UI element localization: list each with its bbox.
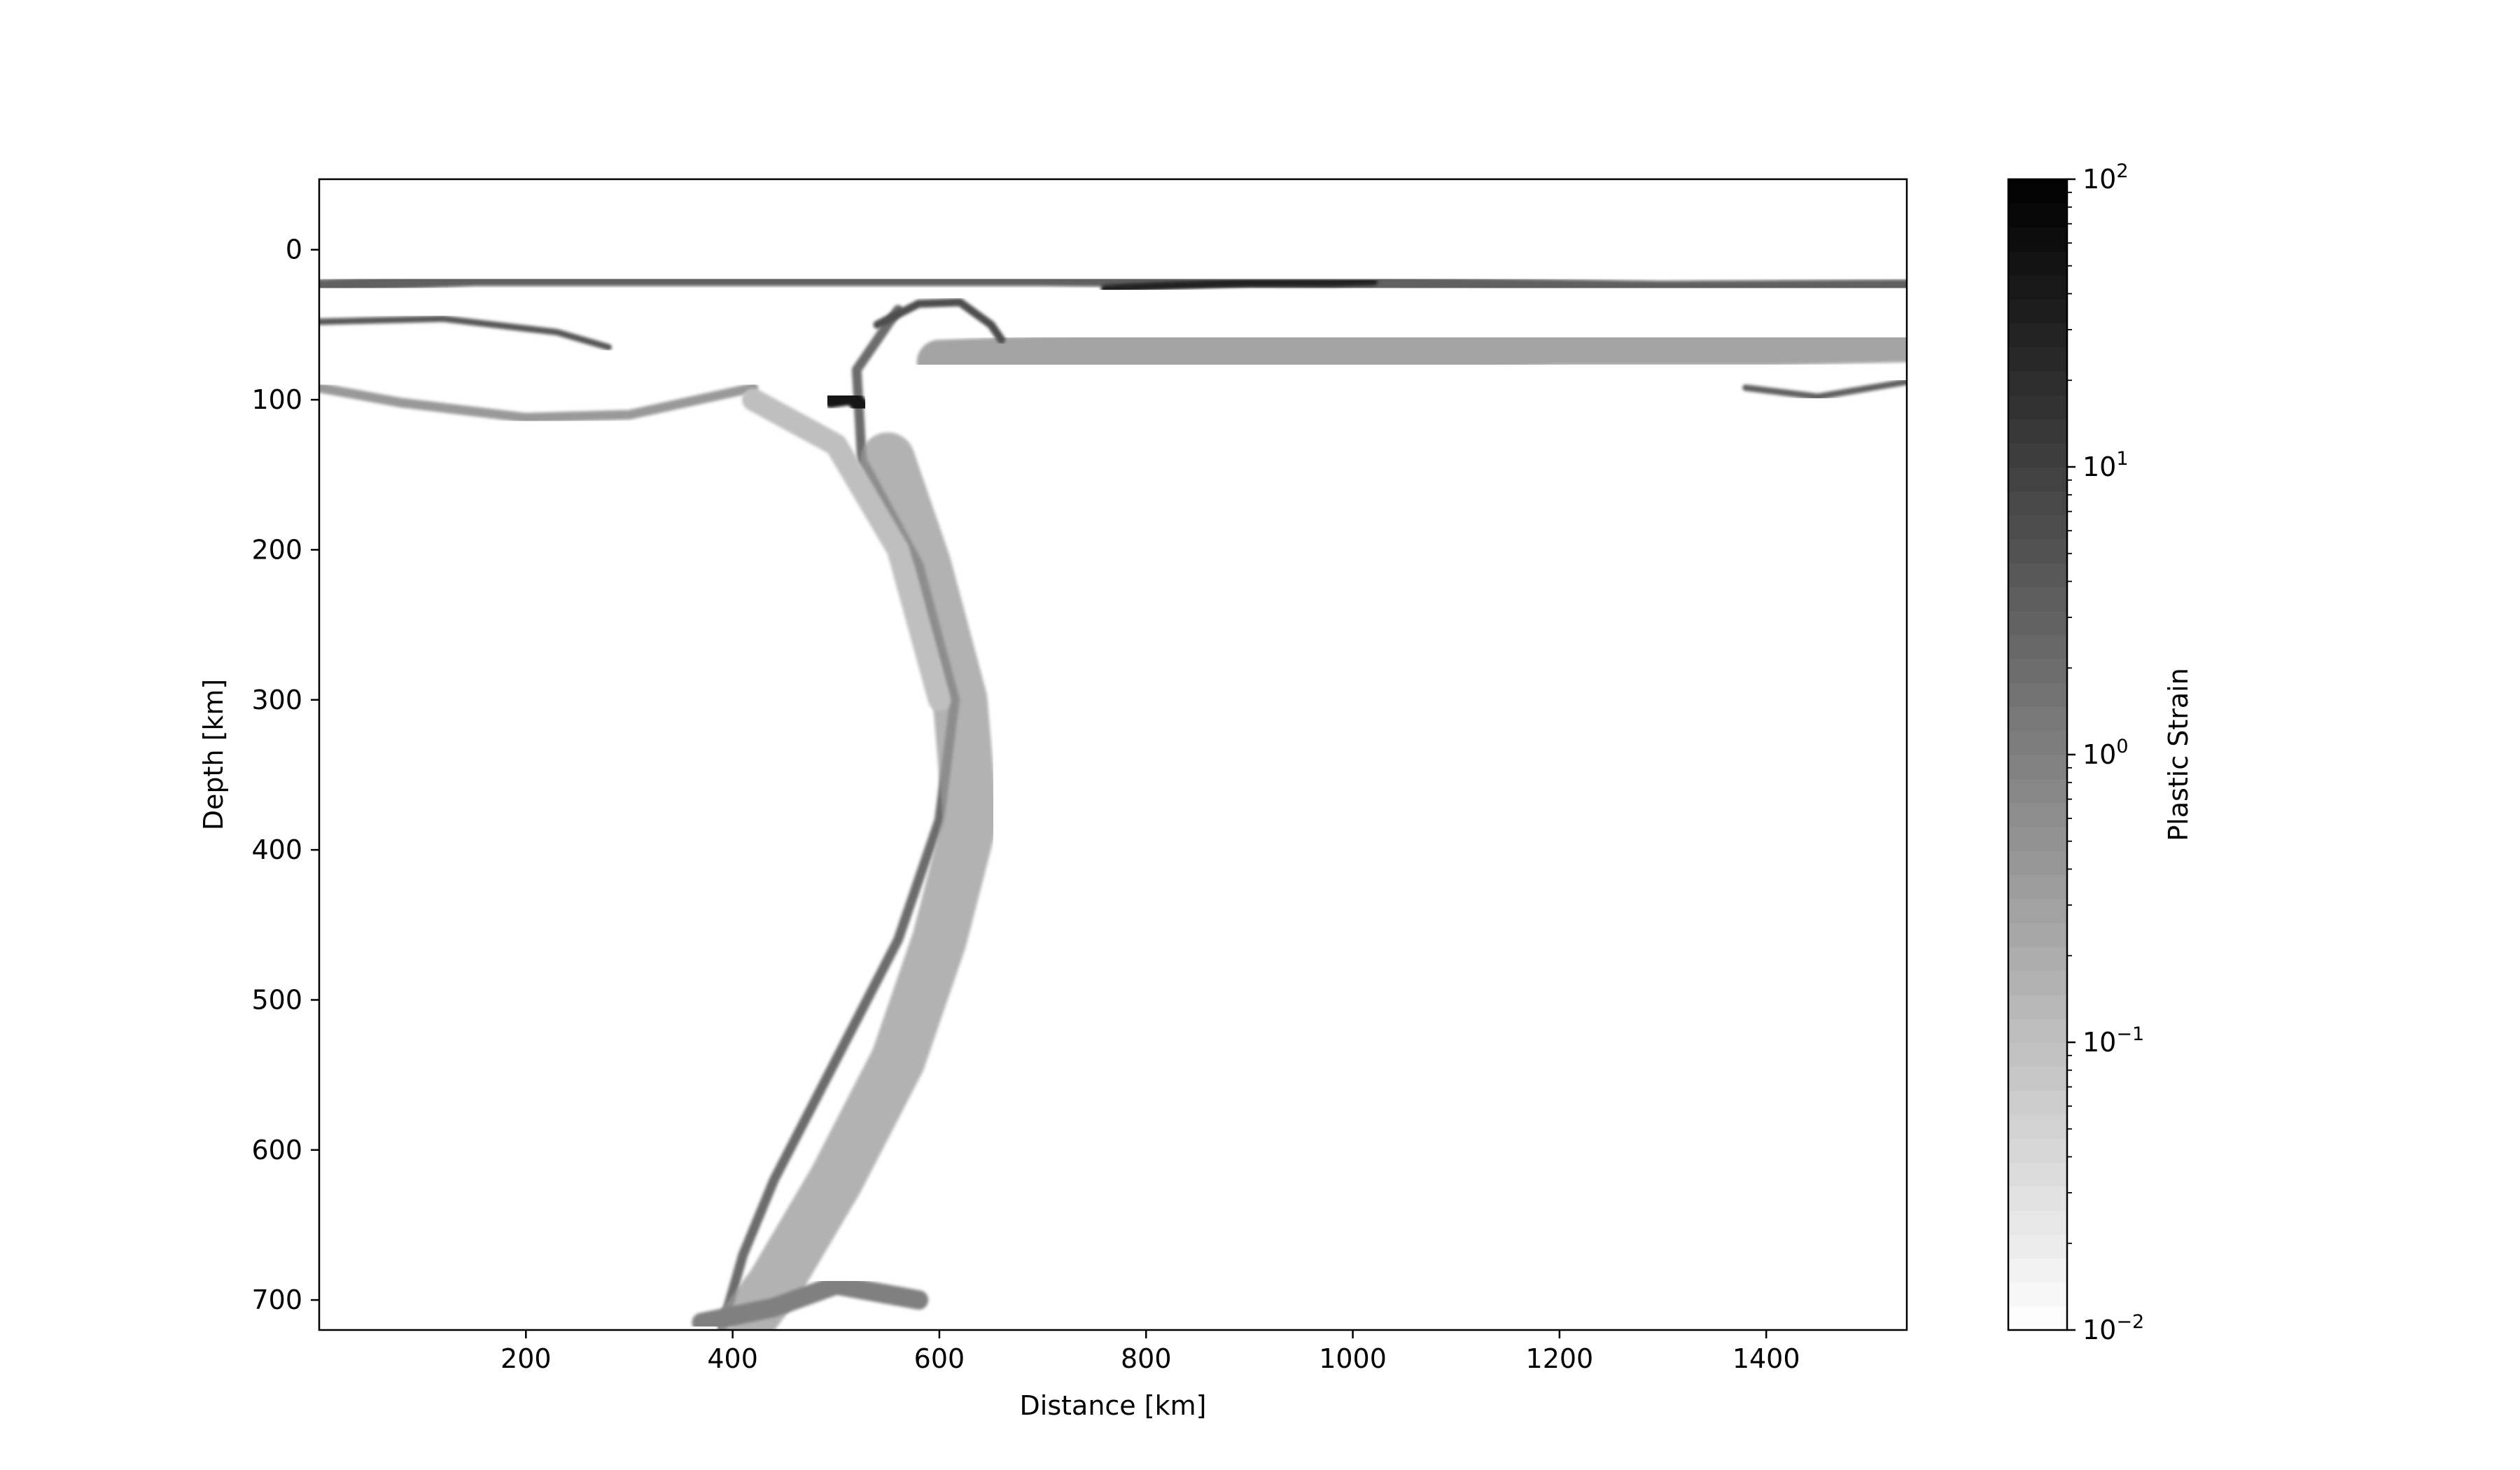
colorbar-band [2008,1066,2067,1091]
colorbar-band [2008,659,2067,683]
strain-feature-12 [873,298,1006,344]
x-tick-label: 200 [500,1343,552,1374]
colorbar-band [2008,755,2067,779]
colorbar-band [2008,1186,2067,1211]
y-tick-label: 0 [286,234,302,265]
colorbar-band [2008,1114,2067,1139]
y-tick-label: 600 [251,1135,302,1166]
colorbar-band [2008,538,2067,564]
colorbar-band [2008,706,2067,732]
x-tick-label: 1000 [1319,1343,1387,1374]
strain-feature-5 [1100,277,1378,293]
colorbar-band [2008,1018,2067,1043]
x-tick-label: 1400 [1732,1343,1800,1374]
y-tick-label: 100 [251,384,302,415]
y-axis-label: Depth [km] [198,679,229,831]
strain-feature-2 [319,315,612,351]
colorbar-band [2008,1258,2067,1283]
colorbar-band [2008,730,2067,755]
colorbar-band [2008,275,2067,300]
colorbar-band [2008,251,2067,276]
colorbar-band [2008,610,2067,636]
colorbar-band [2008,1162,2067,1187]
colorbar-band [2008,994,2067,1019]
y-tick-label: 500 [251,984,302,1015]
colorbar-band [2008,778,2067,804]
y-tick-label: 700 [251,1284,302,1315]
colorbar-band [2008,467,2067,491]
plot-frame [318,178,1908,1331]
colorbar-band [2008,898,2067,923]
x-tick-label: 400 [707,1343,758,1374]
colorbar-band [2008,1210,2067,1235]
strain-feature-4 [916,317,1907,385]
strain-field [319,273,1907,1330]
colorbar-band [2008,1042,2067,1067]
strain-feature-8 [715,432,998,1330]
colorbar-band [2008,179,2067,204]
colorbar-band [2008,514,2067,540]
x-tick-label: 600 [914,1343,965,1374]
strain-feature-1 [319,273,1907,294]
colorbar-band [2008,491,2067,516]
colorbar-band [2008,802,2067,827]
strain-feature-11 [822,388,870,416]
colorbar-band [2008,395,2067,420]
colorbar-tick-label: 101 [2082,448,2129,482]
strain-feature-3 [319,383,759,423]
colorbar-band [2008,419,2067,444]
colorbar-band [2008,970,2067,995]
colorbar-band [2008,1090,2067,1115]
colorbar-band [2008,1138,2067,1163]
colorbar-label: Plastic Strain [2163,668,2194,841]
colorbar-band [2008,1282,2067,1307]
colorbar-bands [2008,179,2067,1331]
colorbar-band [2008,1306,2067,1331]
colorbar-band [2008,682,2067,708]
y-tick-label: 400 [251,834,302,865]
strain-feature-9 [692,1275,929,1330]
strain-feature-10 [742,388,951,711]
colorbar-tick-label: 10−2 [2082,1311,2144,1345]
strain-feature-7 [718,304,960,1330]
x-axis-ticks: 200 400 600 800 1000 1200 1400 [500,1330,1800,1374]
y-axis-ticks: 0 100 200 300 400 500 600 700 [251,234,319,1315]
colorbar-tick-label: 100 [2082,736,2129,770]
colorbar-band [2008,850,2067,875]
colorbar-band [2008,587,2067,612]
colorbar-band [2008,634,2067,659]
colorbar-band [2008,323,2067,348]
colorbar-band [2008,227,2067,252]
colorbar-tick-label: 10−1 [2082,1023,2144,1058]
colorbar-band [2008,299,2067,324]
colorbar-band [2008,874,2067,899]
colorbar: 10−2 10−1 100 101 102 Plastic Strain [2007,160,2194,1345]
colorbar-band [2008,371,2067,396]
x-tick-label: 1200 [1526,1343,1594,1374]
colorbar-band [2008,442,2067,468]
x-tick-label: 800 [1121,1343,1172,1374]
colorbar-band [2008,922,2067,947]
strain-feature-6 [1742,378,1907,400]
colorbar-band [2008,203,2067,228]
colorbar-ticks: 10−2 10−1 100 101 102 [2067,160,2144,1345]
x-axis-label: Distance [km] [1020,1390,1207,1421]
colorbar-band [2008,1234,2067,1259]
colorbar-band [2008,946,2067,971]
colorbar-band [2008,346,2067,372]
colorbar-band [2008,826,2067,851]
y-tick-label: 200 [251,534,302,565]
colorbar-band [2008,563,2067,587]
y-tick-label: 300 [251,685,302,715]
colorbar-tick-label: 102 [2082,160,2129,195]
